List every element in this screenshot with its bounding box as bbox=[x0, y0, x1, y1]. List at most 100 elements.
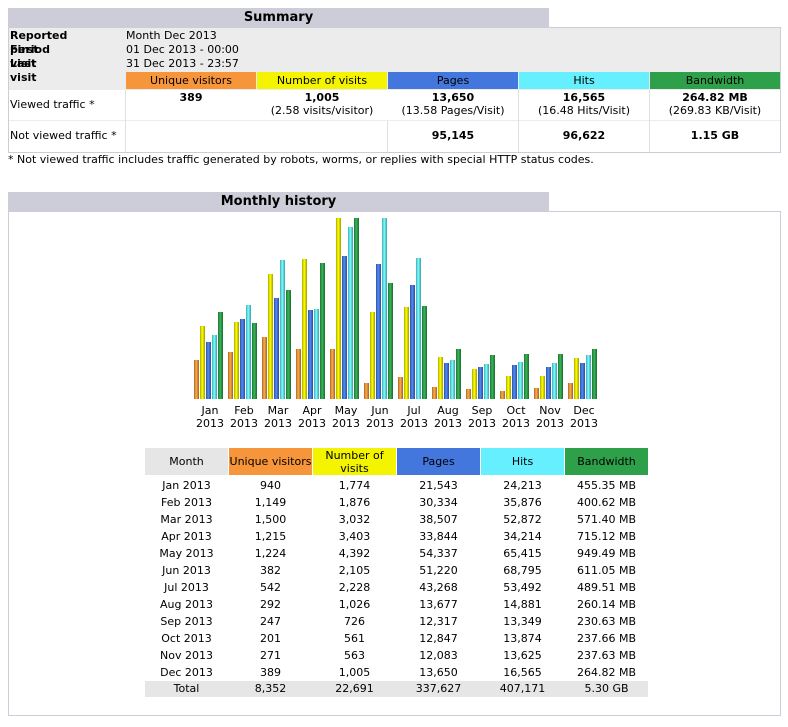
bar-hits-6 bbox=[416, 258, 421, 399]
x-tick-label: Aug bbox=[437, 404, 458, 417]
table-cell-visits: 3,403 bbox=[338, 530, 371, 543]
bar-unique-8 bbox=[466, 389, 471, 399]
monthly-history-panel: Jan 2013 Feb 2013 Mar 2013 Apr 2013 May 2013 Jun 20… bbox=[8, 211, 781, 716]
table-cell-pages: 13,650 bbox=[419, 666, 458, 679]
viewed-unique: 389 bbox=[179, 91, 203, 104]
bar-hits-11 bbox=[586, 355, 591, 399]
viewed-bandwidth: 264.82 MB (269.83 KB/Visit) bbox=[668, 91, 762, 117]
summary-title: Summary bbox=[8, 8, 549, 27]
table-header-pages: Pages bbox=[397, 448, 480, 475]
bar-hits-1 bbox=[246, 305, 251, 399]
bar-bandwidth-7 bbox=[456, 349, 461, 399]
x-tick-label: 2013 bbox=[468, 417, 496, 430]
table-cell-unique: 1,215 bbox=[254, 530, 287, 543]
table-cell-unique: 389 bbox=[260, 666, 281, 679]
table-cell-bandwidth: 455.35 MB bbox=[576, 479, 637, 492]
x-tick-label: Jun bbox=[370, 404, 388, 417]
table-cell-month: Jan 2013 bbox=[162, 479, 211, 492]
last-visit-label: Last visit bbox=[10, 57, 37, 84]
bar-bandwidth-11 bbox=[592, 349, 597, 399]
summary-header-bandwidth: Bandwidth bbox=[650, 72, 780, 89]
summary-panel: Reported period Month Dec 2013 First vis… bbox=[8, 27, 781, 153]
table-cell-visits: 561 bbox=[344, 632, 365, 645]
reported-period-label: Reported period bbox=[10, 29, 68, 56]
total-cell-pages: 337,627 bbox=[415, 682, 462, 695]
table-cell-unique: 1,500 bbox=[254, 513, 287, 526]
x-tick-label: 2013 bbox=[536, 417, 564, 430]
x-tick-label: 2013 bbox=[230, 417, 258, 430]
viewed-traffic-label: Viewed traffic * bbox=[10, 98, 95, 111]
bar-visits-3 bbox=[302, 259, 307, 399]
table-cell-bandwidth: 489.51 MB bbox=[576, 581, 637, 594]
table-cell-month: Aug 2013 bbox=[160, 598, 213, 611]
x-tick-label: May bbox=[335, 404, 358, 417]
summary-footnote: * Not viewed traffic includes traffic ge… bbox=[8, 153, 594, 166]
summary-header-visits: Number of visits bbox=[257, 72, 387, 89]
bar-visits-6 bbox=[404, 307, 409, 399]
table-cell-visits: 2,228 bbox=[338, 581, 371, 594]
x-tick-label: Feb bbox=[234, 404, 253, 417]
bar-bandwidth-9 bbox=[524, 354, 529, 399]
table-cell-hits: 13,625 bbox=[503, 649, 542, 662]
monthly-history-chart: Jan2013Feb2013Mar2013Apr2013May2013Jun20… bbox=[194, 218, 598, 430]
x-tick-label: 2013 bbox=[366, 417, 394, 430]
total-cell-month: Total bbox=[173, 682, 200, 695]
table-cell-visits: 4,392 bbox=[338, 547, 371, 560]
table-cell-bandwidth: 260.14 MB bbox=[576, 598, 637, 611]
bar-visits-2 bbox=[268, 274, 273, 399]
table-cell-hits: 52,872 bbox=[503, 513, 542, 526]
bar-unique-6 bbox=[398, 377, 403, 399]
x-tick-label: Oct bbox=[506, 404, 526, 417]
table-cell-unique: 542 bbox=[260, 581, 281, 594]
bar-unique-9 bbox=[500, 391, 505, 399]
table-cell-hits: 14,881 bbox=[503, 598, 542, 611]
not-viewed-hits: 96,622 bbox=[562, 129, 606, 142]
x-tick-label: 2013 bbox=[264, 417, 292, 430]
bar-hits-4 bbox=[348, 227, 353, 399]
not-viewed-traffic-row: Not viewed traffic * 95,145 96,622 1.15 … bbox=[9, 121, 780, 152]
table-cell-pages: 12,083 bbox=[419, 649, 458, 662]
bar-pages-8 bbox=[478, 367, 483, 399]
last-visit-value: 31 Dec 2013 - 23:57 bbox=[126, 57, 239, 70]
table-header-bandwidth: Bandwidth bbox=[565, 448, 648, 475]
table-header-unique: Unique visitors bbox=[229, 448, 312, 475]
x-tick-label: Jan bbox=[201, 404, 219, 417]
table-cell-visits: 1,026 bbox=[338, 598, 371, 611]
table-cell-month: Sep 2013 bbox=[160, 615, 213, 628]
table-cell-month: Apr 2013 bbox=[161, 530, 212, 543]
table-cell-hits: 65,415 bbox=[503, 547, 542, 560]
divider bbox=[518, 90, 519, 152]
bar-hits-8 bbox=[484, 364, 489, 399]
bar-visits-7 bbox=[438, 357, 443, 399]
bar-hits-5 bbox=[382, 218, 387, 399]
table-cell-visits: 1,774 bbox=[338, 479, 371, 492]
bar-visits-10 bbox=[540, 376, 545, 399]
divider bbox=[125, 90, 126, 152]
x-tick-label: Mar bbox=[268, 404, 289, 417]
table-cell-pages: 12,317 bbox=[419, 615, 458, 628]
bar-pages-5 bbox=[376, 264, 381, 399]
bar-visits-11 bbox=[574, 358, 579, 399]
bar-pages-7 bbox=[444, 363, 449, 399]
table-cell-hits: 35,876 bbox=[503, 496, 542, 509]
bar-visits-1 bbox=[234, 322, 239, 399]
viewed-traffic-row: Viewed traffic * 389 1,005 (2.58 visits/v… bbox=[9, 90, 780, 120]
bar-unique-0 bbox=[194, 360, 199, 399]
viewed-pages: 13,650 (13.58 Pages/Visit) bbox=[401, 91, 505, 117]
table-cell-unique: 1,149 bbox=[254, 496, 287, 509]
bar-unique-10 bbox=[534, 388, 539, 399]
table-cell-hits: 16,565 bbox=[503, 666, 542, 679]
table-header-visits: Number of visits bbox=[313, 448, 396, 475]
table-cell-month: Nov 2013 bbox=[160, 649, 213, 662]
bar-bandwidth-0 bbox=[218, 312, 223, 399]
x-tick-label: 2013 bbox=[298, 417, 326, 430]
table-header-month: Month bbox=[145, 448, 228, 475]
table-cell-bandwidth: 237.66 MB bbox=[576, 632, 637, 645]
table-cell-month: May 2013 bbox=[159, 547, 214, 560]
bar-hits-9 bbox=[518, 362, 523, 399]
table-cell-month: Mar 2013 bbox=[160, 513, 213, 526]
bar-hits-10 bbox=[552, 363, 557, 399]
table-cell-unique: 382 bbox=[260, 564, 281, 577]
table-cell-unique: 247 bbox=[260, 615, 281, 628]
x-tick-label: 2013 bbox=[332, 417, 360, 430]
